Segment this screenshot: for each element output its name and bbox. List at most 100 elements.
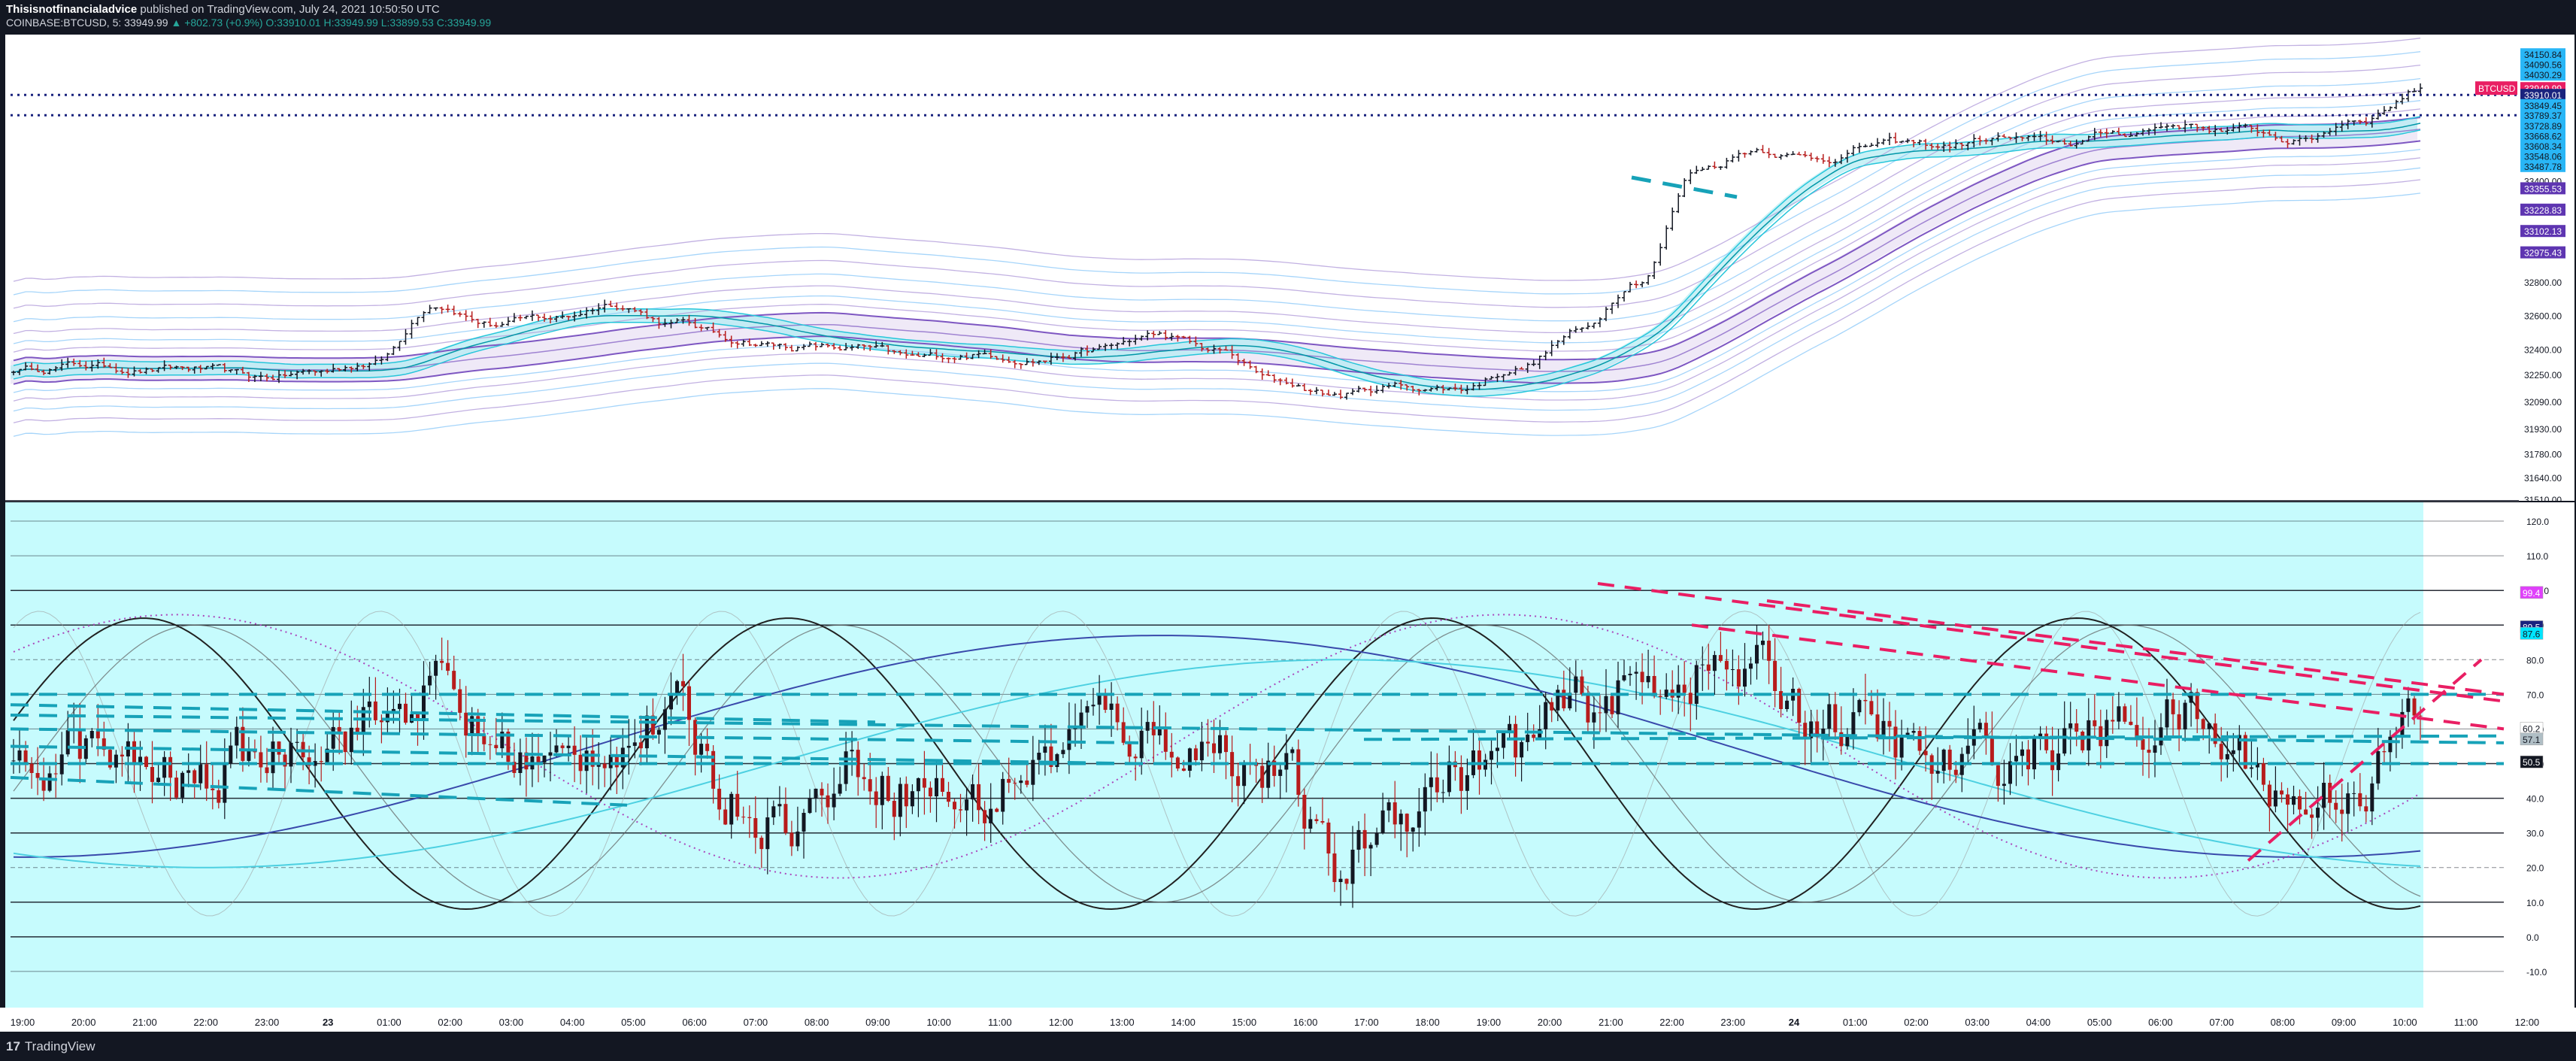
osc-candle-body [1206, 741, 1210, 744]
osc-candle-body [941, 778, 944, 792]
band-line [13, 108, 2421, 353]
osc-candle-body [2183, 702, 2187, 730]
osc-candle-body [1097, 694, 1102, 705]
osc-candle-body [2111, 720, 2115, 722]
price-axis-badge [2520, 150, 2565, 162]
osc-candle-body [1218, 735, 1222, 753]
time-axis-label: 11:00 [2454, 1017, 2478, 1028]
price-axis-label: 33228.83 [2524, 205, 2562, 216]
ohlc-high: H:33949.99 [323, 17, 378, 29]
osc-candle-body [1881, 720, 1886, 738]
price-axis-label: 33910.01 [2524, 90, 2562, 101]
osc-candle-body [2418, 715, 2423, 717]
osc-candle-body [1037, 753, 1041, 760]
time-axis-label: 06:00 [2148, 1017, 2173, 1028]
tradingview-brand[interactable]: 17 TradingView [6, 1039, 95, 1054]
osc-candle-body [398, 703, 402, 709]
osc-candle-body [494, 744, 499, 748]
osc-candle-body [2237, 735, 2241, 750]
osc-candle-body [856, 750, 860, 778]
osc-candle-body [590, 750, 595, 767]
osc-candle-body [168, 756, 173, 778]
osc-candle-body [2358, 793, 2362, 807]
osc-candle-body [2316, 808, 2320, 818]
time-axis[interactable]: 19:00 20:00 21:00 22:00 23:00 23 01:00 02:00 03:… [0, 1008, 2576, 1032]
osc-axis-label: 120.0 [2526, 517, 2549, 527]
osc-candle-body [229, 745, 233, 763]
osc-candle-body [1429, 777, 1433, 787]
osc-candle-body [838, 784, 842, 794]
osc-candle-body [2400, 711, 2405, 735]
price-axis-label: 34030.29 [2524, 70, 2562, 80]
osc-candle-body [1544, 702, 1548, 729]
time-axis-label: 09:00 [2332, 1017, 2356, 1028]
osc-candle-body [578, 754, 583, 771]
osc-candle-body [596, 763, 601, 767]
osc-candle-body [1706, 664, 1711, 671]
time-axis-label: 22:00 [1659, 1017, 1684, 1028]
price-pane[interactable] [5, 35, 2519, 501]
osc-candle-body [572, 745, 577, 755]
band-line [13, 167, 2421, 412]
osc-candle-body [662, 709, 667, 730]
osc-candle-body [989, 808, 993, 823]
osc-candle-body [385, 711, 389, 723]
osc-candle-body [1839, 732, 1844, 747]
cyan-trendline-price [1631, 175, 1738, 199]
osc-candle-body [2249, 767, 2253, 769]
osc-candle-body [777, 804, 782, 807]
symbol-name[interactable]: COINBASE:BTCUSD, 5 [6, 17, 119, 29]
osc-candle-body [1664, 690, 1668, 697]
osc-candle-body [1616, 680, 1620, 714]
osc-candle-body [1911, 731, 1916, 733]
osc-candle-body [1502, 731, 1506, 748]
osc-candle-body [307, 757, 311, 766]
publish-info: Thisisnotfinancialadvice published on Tr… [6, 3, 440, 16]
osc-candle-body [1465, 775, 1469, 791]
author-name[interactable]: Thisisnotfinancialadvice [6, 3, 138, 16]
oscillator-axis[interactable]: 120.0110.0100.090.080.070.060.050.040.03… [2519, 502, 2574, 1008]
osc-candle-body [1320, 821, 1325, 823]
osc-candle-body [434, 660, 438, 676]
osc-candle-body [1368, 844, 1373, 849]
osc-candle-body [2304, 809, 2308, 815]
pink-trendline [1766, 599, 2505, 696]
osc-candle-body [814, 788, 818, 799]
osc-candle-body [1067, 729, 1071, 750]
osc-candle-body [1755, 644, 1759, 664]
osc-candle-body [1350, 850, 1355, 884]
osc-candle-body [132, 741, 136, 765]
osc-candle-body [554, 745, 559, 753]
osc-candle-body [1242, 762, 1247, 787]
osc-candle-body [2292, 796, 2296, 805]
osc-dotted-line [13, 614, 2421, 879]
osc-candle-body [1405, 814, 1409, 832]
osc-candle-body [548, 752, 553, 756]
osc-candle-body [644, 715, 649, 749]
osc-candle-body [1845, 734, 1850, 747]
osc-candle-body [844, 751, 848, 784]
osc-candle-body [1212, 743, 1216, 753]
price-axis[interactable]: 34150.8434090.5634030.2933949.9933910.01… [2475, 35, 2574, 505]
osc-candle-body [2153, 745, 2157, 753]
osc-candle-body [2370, 783, 2374, 812]
osc-fast-wave [13, 611, 2421, 917]
pink-trendline [1597, 582, 2505, 703]
osc-axis-badge-label: 99.4 [2523, 588, 2541, 599]
osc-candle-body [325, 748, 329, 762]
osc-candle-body [120, 754, 124, 756]
osc-candle-body [995, 808, 999, 812]
price-axis-badge [2520, 109, 2565, 122]
osc-candle-body [1869, 701, 1874, 714]
osc-candle-body [2105, 720, 2109, 747]
osc-candle-body [1990, 737, 1994, 765]
osc-candle-body [1103, 694, 1108, 710]
osc-candle-body [699, 744, 704, 755]
osc-candle-body [235, 726, 239, 746]
osc-candle-body [1941, 749, 1946, 771]
osc-candle-body [2189, 692, 2193, 703]
time-axis-label: 09:00 [865, 1017, 890, 1028]
osc-candle-body [1193, 748, 1198, 760]
osc-main-wave [13, 617, 2421, 911]
